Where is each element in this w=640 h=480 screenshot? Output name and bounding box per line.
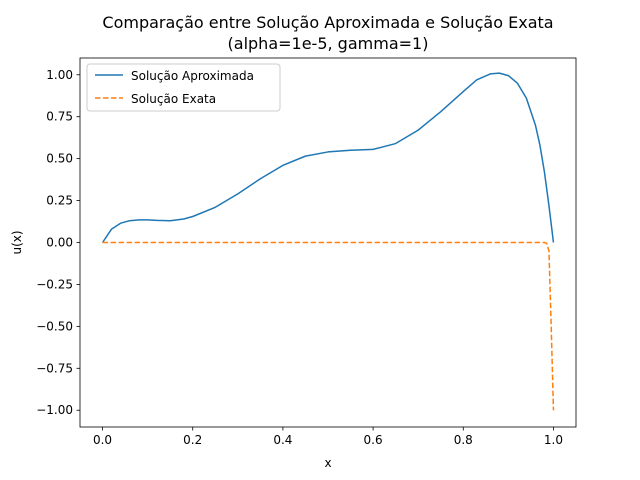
legend-label-approx: Solução Aproximada (131, 69, 254, 83)
y-tick-label: 0.75 (46, 110, 73, 124)
y-axis-label: u(x) (10, 230, 24, 254)
y-tick-label: −1.00 (36, 403, 73, 417)
x-tick-label: 0.4 (273, 433, 292, 447)
x-axis-label: x (324, 456, 331, 470)
x-tick-label: 0.0 (93, 433, 112, 447)
y-tick-label: 0.50 (46, 152, 73, 166)
legend-box (86, 63, 281, 112)
x-tick-label: 0.2 (183, 433, 202, 447)
x-axis: 0.0 0.2 0.4 0.6 0.8 1.0 (93, 427, 563, 447)
y-tick-label: 0.00 (46, 236, 73, 250)
series-line-approx (101, 72, 555, 243)
y-tick-label: −0.75 (36, 361, 73, 375)
y-tick-label: −0.25 (36, 277, 73, 291)
y-tick-label: 0.25 (46, 194, 73, 208)
y-tick-label: −0.50 (36, 319, 73, 333)
legend-label-exact: Solução Exata (131, 92, 216, 106)
x-tick-label: 1.0 (544, 433, 563, 447)
series-line-exact (102, 241, 555, 411)
chart-title: Comparação entre Solução Aproximada e So… (102, 13, 553, 32)
x-tick-label: 0.8 (454, 433, 473, 447)
y-tick-label: 1.00 (46, 68, 73, 82)
legend: Solução Aproximada Solução Exata (86, 63, 281, 112)
y-axis: 1.00 0.75 0.50 0.25 0.00 −0.25 −0.50 −0.75 −1.00 (36, 68, 80, 417)
x-tick-label: 0.6 (364, 433, 383, 447)
series-layer (101, 72, 555, 411)
chart-subtitle: (alpha=1e-5, gamma=1) (228, 34, 429, 53)
